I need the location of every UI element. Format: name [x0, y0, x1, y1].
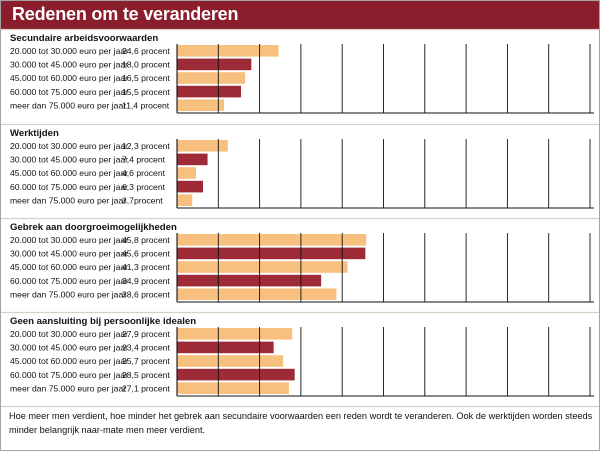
category-label: 30.000 tot 45.000 euro per jaar	[10, 155, 128, 165]
bar	[177, 153, 208, 166]
value-label: 27,9 procent	[122, 329, 170, 339]
bar	[177, 261, 348, 273]
category-label: 20.000 tot 30.000 euro per jaar	[10, 329, 128, 339]
bar	[177, 328, 293, 340]
category-label: 45.000 tot 60.000 euro per jaar	[10, 262, 128, 272]
chart-title: Redenen om te veranderen	[12, 4, 239, 24]
caption: Hoe meer men verdient, hoe minder het ge…	[9, 411, 593, 435]
value-label: 3,7procent	[122, 195, 163, 205]
bar	[177, 194, 193, 206]
value-label: 12,3 procent	[122, 141, 170, 151]
bar	[177, 355, 284, 367]
value-label: 28,5 procent	[122, 370, 170, 380]
category-label: 60.000 tot 75.000 euro per jaar	[10, 182, 128, 192]
bar	[177, 274, 322, 287]
bar	[177, 72, 246, 84]
bar	[177, 288, 337, 300]
title-bar: Redenen om te veranderen	[1, 1, 599, 29]
value-label: 11,4 procent	[122, 100, 170, 110]
category-label: 30.000 tot 45.000 euro per jaar	[10, 60, 128, 70]
value-label: 27,1 procent	[122, 383, 170, 393]
value-label: 25,7 procent	[122, 356, 170, 366]
bar	[177, 234, 367, 246]
bar	[177, 247, 366, 260]
bar	[177, 180, 204, 193]
bar	[177, 368, 295, 381]
bar	[177, 341, 274, 354]
value-label: 18,0 procent	[122, 60, 170, 70]
value-label: 41,3 procent	[122, 262, 170, 272]
panel-title: Geen aansluiting bij persoonlijke ideale…	[10, 316, 196, 327]
category-label: 60.000 tot 75.000 euro per jaar	[10, 276, 128, 286]
bar	[177, 382, 289, 394]
value-label: 24,6 procent	[122, 46, 170, 56]
bar	[177, 167, 196, 179]
value-label: 7,4 procent	[122, 155, 166, 165]
category-label: meer dan 75.000 euro per jaar	[10, 289, 126, 299]
value-label: 15,5 procent	[122, 87, 170, 97]
panel-title: Werktijden	[10, 128, 59, 139]
category-label: 45.000 tot 60.000 euro per jaar	[10, 168, 128, 178]
bar-charts: Secundaire arbeidsvoorwaarden 20.000 tot …	[1, 28, 599, 408]
bar	[177, 99, 225, 111]
category-label: 45.000 tot 60.000 euro per jaar	[10, 73, 128, 83]
category-label: 30.000 tot 45.000 euro per jaar	[10, 249, 128, 259]
bar	[177, 58, 252, 71]
bar	[177, 45, 279, 57]
category-label: 45.000 tot 60.000 euro per jaar	[10, 356, 128, 366]
category-label: 60.000 tot 75.000 euro per jaar	[10, 87, 128, 97]
value-label: 23,4 procent	[122, 343, 170, 353]
category-label: 20.000 tot 30.000 euro per jaar	[10, 46, 128, 56]
panel-title: Secundaire arbeidsvoorwaarden	[10, 33, 158, 44]
value-label: 38,6 procent	[122, 289, 170, 299]
category-label: meer dan 75.000 euro per jaar	[10, 100, 126, 110]
category-label: 20.000 tot 30.000 euro per jaar	[10, 235, 128, 245]
panel-title: Gebrek aan doorgroeimogelijkheden	[10, 222, 177, 233]
category-label: meer dan 75.000 euro per jaar	[10, 195, 126, 205]
value-label: 45,8 procent	[122, 235, 170, 245]
value-label: 4,6 procent	[122, 168, 166, 178]
category-label: 30.000 tot 45.000 euro per jaar	[10, 343, 128, 353]
category-label: 60.000 tot 75.000 euro per jaar	[10, 370, 128, 380]
bar	[177, 140, 228, 152]
value-label: 6,3 procent	[122, 182, 166, 192]
value-label: 34,9 procent	[122, 276, 170, 286]
category-label: 20.000 tot 30.000 euro per jaar	[10, 141, 128, 151]
value-label: 16,5 procent	[122, 73, 170, 83]
value-label: 45,6 procent	[122, 249, 170, 259]
bar	[177, 85, 242, 98]
category-label: meer dan 75.000 euro per jaar	[10, 383, 126, 393]
